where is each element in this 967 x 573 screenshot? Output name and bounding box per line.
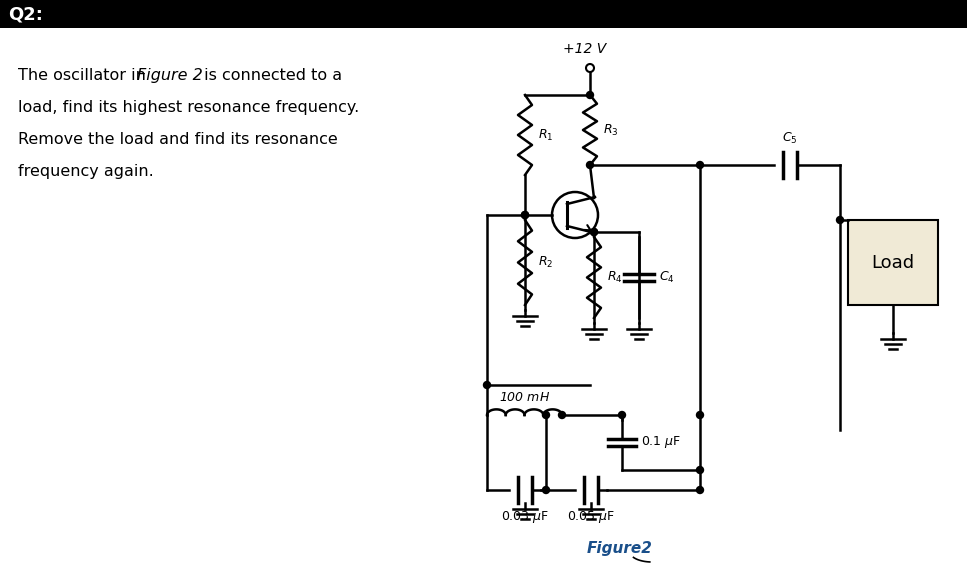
Text: 100 $mH$: 100 $mH$: [499, 391, 550, 405]
Text: +12 V: +12 V: [564, 42, 606, 56]
Circle shape: [591, 229, 598, 236]
Circle shape: [521, 211, 529, 218]
Text: $R_3$: $R_3$: [603, 123, 619, 138]
Text: $R_4$: $R_4$: [607, 270, 623, 285]
Circle shape: [542, 411, 549, 418]
Circle shape: [484, 382, 490, 388]
Circle shape: [542, 486, 549, 493]
Text: $C_5$: $C_5$: [782, 131, 798, 146]
Text: $C_4$: $C_4$: [659, 270, 675, 285]
Circle shape: [836, 217, 843, 223]
Text: Load: Load: [871, 253, 915, 272]
Circle shape: [696, 486, 704, 493]
FancyBboxPatch shape: [848, 220, 938, 305]
FancyBboxPatch shape: [0, 0, 967, 28]
Text: $R_1$: $R_1$: [538, 127, 553, 143]
Text: 0.1 $\mu$F: 0.1 $\mu$F: [641, 434, 681, 450]
Circle shape: [591, 229, 598, 236]
Text: Figure 2: Figure 2: [137, 68, 203, 83]
Text: $R_2$: $R_2$: [538, 255, 553, 270]
Circle shape: [696, 162, 704, 168]
Text: 0.05 $\mu$F: 0.05 $\mu$F: [567, 509, 615, 525]
Text: load, find its highest resonance frequency.: load, find its highest resonance frequen…: [18, 100, 360, 115]
Text: 0.03 $\mu$F: 0.03 $\mu$F: [501, 509, 549, 525]
Text: The oscillator in: The oscillator in: [18, 68, 151, 83]
Circle shape: [696, 466, 704, 473]
Circle shape: [587, 162, 594, 168]
Text: Remove the load and find its resonance: Remove the load and find its resonance: [18, 132, 337, 147]
Circle shape: [521, 211, 529, 218]
Text: frequency again.: frequency again.: [18, 164, 154, 179]
Circle shape: [696, 411, 704, 418]
Text: Q2:: Q2:: [8, 5, 43, 23]
Circle shape: [559, 411, 566, 418]
Text: is connected to a: is connected to a: [199, 68, 342, 83]
Circle shape: [587, 92, 594, 99]
Circle shape: [619, 411, 626, 418]
Text: Figure2: Figure2: [587, 540, 653, 555]
